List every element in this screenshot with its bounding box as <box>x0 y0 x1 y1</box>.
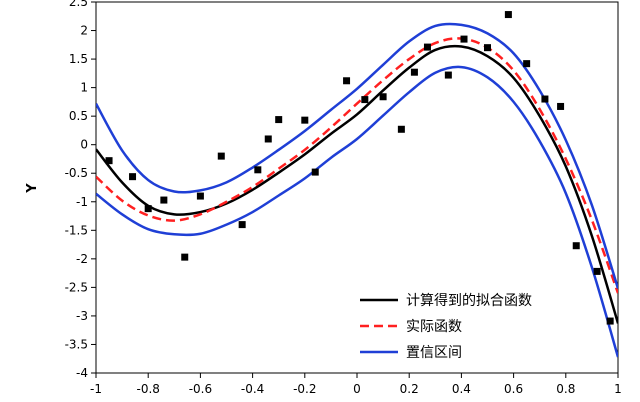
data-point <box>423 43 431 51</box>
data-point <box>181 253 189 261</box>
y-tick-label: -0.5 <box>65 166 88 180</box>
data-point <box>129 173 137 181</box>
data-point <box>379 93 387 101</box>
series-line-4 <box>96 65 618 358</box>
y-tick-label: -4 <box>76 366 88 380</box>
data-point <box>444 71 452 79</box>
data-point <box>361 96 369 104</box>
data-point <box>504 11 512 19</box>
data-point <box>343 77 351 85</box>
x-tick-label: 0.4 <box>452 382 471 396</box>
axes: -1 -0.8 -0.6 -0.4 -0.2 0 0.2 0.4 0.6 0.8 1 -4 -3.5 -3… <box>65 0 622 396</box>
x-tick-label: -1 <box>90 382 102 396</box>
data-point <box>572 242 580 250</box>
y-tick-label: 1.5 <box>69 52 88 66</box>
legend-label-2: 实际函数 <box>406 319 462 335</box>
y-tick-label: 2.5 <box>69 0 88 9</box>
data-point <box>264 135 272 143</box>
y-tick-label: 0.5 <box>69 109 88 123</box>
x-tick-label: 0.2 <box>400 382 419 396</box>
plot-area <box>95 1 619 374</box>
x-tick-label: -0.4 <box>241 382 264 396</box>
y-tick-label: -2 <box>76 252 88 266</box>
data-point <box>217 152 225 160</box>
data-point <box>238 221 246 229</box>
data-point <box>523 60 531 68</box>
y-tick-label: 0 <box>80 138 88 152</box>
data-point <box>160 196 168 204</box>
y-tick-label: 1 <box>80 81 88 95</box>
x-tick-label: 0 <box>353 382 361 396</box>
series-line-2 <box>96 37 618 294</box>
x-tick-label: -0.8 <box>136 382 159 396</box>
y-tick-label: -1 <box>76 195 88 209</box>
data-point <box>606 317 614 325</box>
series-layer <box>96 22 618 358</box>
data-point <box>311 168 319 176</box>
data-point <box>557 102 565 110</box>
x-tick-label: -0.6 <box>189 382 212 396</box>
data-point <box>484 44 491 52</box>
series-line-3 <box>96 22 618 289</box>
data-point <box>275 116 283 124</box>
scatter-points <box>105 11 614 325</box>
data-point <box>105 157 113 165</box>
y-tick-label: 2 <box>80 24 88 38</box>
y-tick-label: -3 <box>76 309 88 323</box>
data-point <box>196 192 204 200</box>
series-line-1 <box>96 44 618 324</box>
x-tick-label: -0.2 <box>293 382 316 396</box>
data-point <box>593 267 601 275</box>
data-point <box>144 205 152 213</box>
legend-label-1: 计算得到的拟合函数 <box>406 292 532 309</box>
data-point <box>410 68 418 76</box>
data-point <box>460 35 468 43</box>
data-point <box>301 116 309 124</box>
x-tick-label: 1 <box>614 382 622 396</box>
legend-label-3: 置信区间 <box>406 345 462 361</box>
y-axis-label: Y <box>25 183 40 194</box>
data-point <box>541 95 549 103</box>
data-point <box>254 166 262 174</box>
y-tick-label: -1.5 <box>65 223 88 237</box>
y-tick-label: -3.5 <box>65 337 88 351</box>
x-tick-label: 0.8 <box>556 382 575 396</box>
y-tick-label: -2.5 <box>65 280 88 294</box>
data-point <box>397 125 405 133</box>
x-tick-label: 0.6 <box>504 382 523 396</box>
